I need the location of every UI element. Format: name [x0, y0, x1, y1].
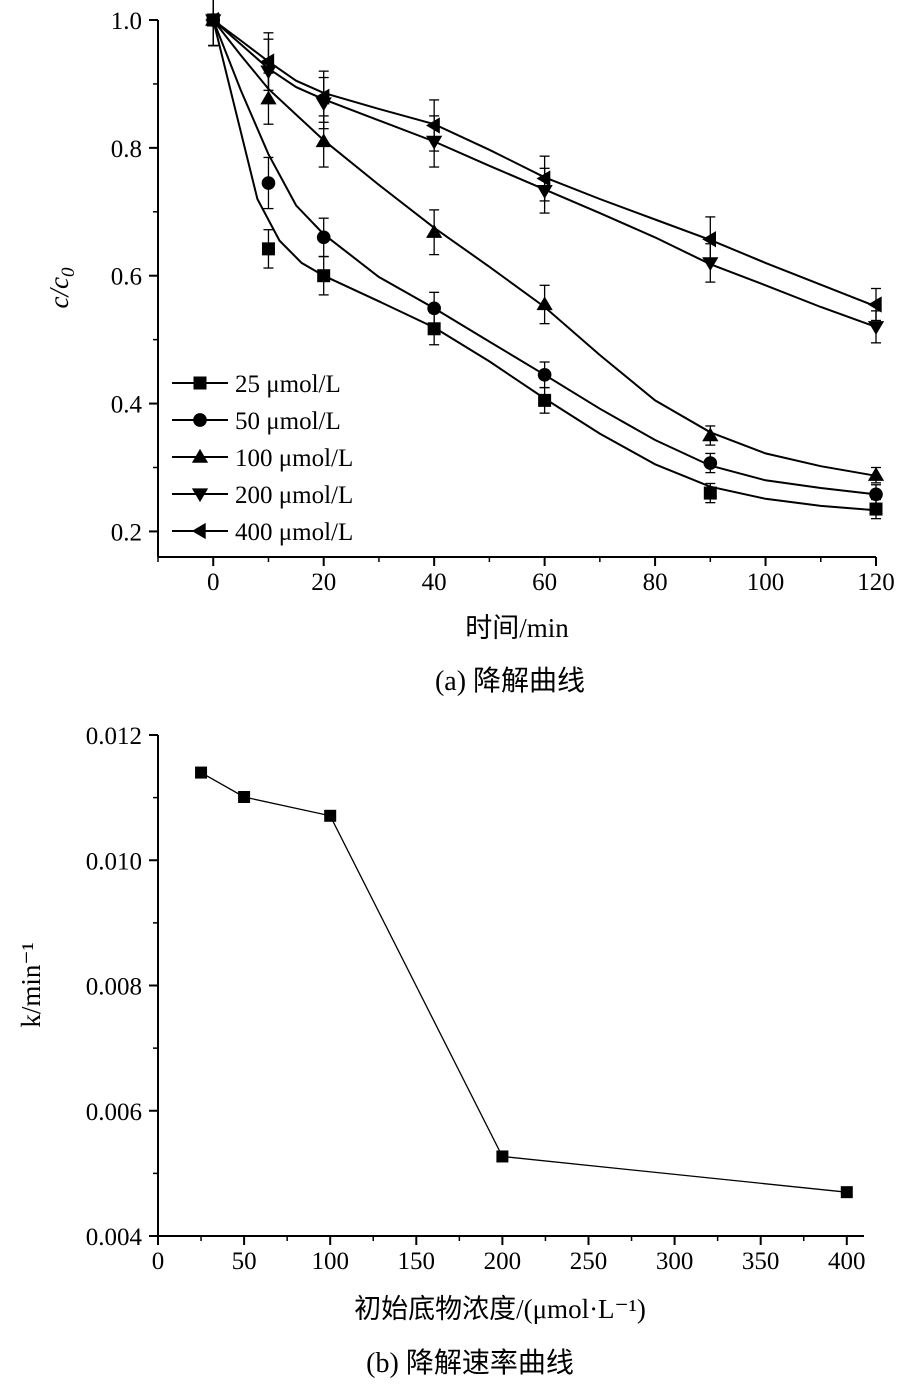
chart-a-point	[205, 11, 219, 29]
chart-b-caption: (b) 降解速率曲线	[366, 1347, 574, 1379]
chart-a-error-bars	[208, 0, 881, 520]
chart-a-caption: (a) 降解曲线	[435, 665, 585, 697]
chart-b-y-tick-label: 0.008	[86, 974, 142, 1001]
chart-a-x-tick-label: 120	[857, 569, 895, 596]
chart-b-x-tick-label: 50	[232, 1248, 257, 1275]
chart-b-x-tick-label: 100	[311, 1248, 349, 1275]
chart-b-x-tick-label: 250	[570, 1248, 608, 1275]
chart-b-y-tick-label: 0.004	[86, 1224, 143, 1251]
chart-a-point	[315, 88, 330, 105]
chart-b-axes	[157, 735, 864, 1237]
chart-a-point	[869, 502, 883, 516]
chart-a-point	[538, 393, 552, 407]
chart-a-legend-marker	[191, 488, 209, 503]
chart-a-point	[702, 427, 719, 442]
chart-a-point	[315, 133, 332, 148]
chart-a-x-tick-label: 0	[207, 569, 220, 596]
chart-a-y-axis-label: c/c0	[44, 267, 79, 308]
chart-a-legend-label: 50 μmol/L	[235, 408, 341, 435]
chart-a-point	[867, 296, 882, 313]
chart-a-point	[317, 269, 331, 283]
chart-b-series-line	[200, 772, 847, 1193]
chart-a-legend-label: 100 μmol/L	[235, 445, 353, 472]
chart-a-legend-marker	[191, 522, 206, 540]
chart-a-point	[260, 90, 277, 105]
chart-a-x-tick-label: 60	[532, 569, 557, 596]
chart-b-x-axis-label: 初始底物浓度/(μmol·L⁻¹)	[354, 1294, 646, 1324]
chart-b-y-tick-label: 0.006	[86, 1099, 142, 1126]
chart-b-point	[324, 809, 337, 822]
chart-b-y-tick-label: 0.012	[86, 723, 142, 750]
chart-b-points	[195, 766, 853, 1199]
chart-a-point	[867, 467, 885, 481]
chart-a-point	[536, 170, 551, 187]
chart-a-y-tick-label: 1.0	[111, 8, 142, 35]
chart-b-x-tick-label: 150	[398, 1248, 436, 1275]
chart-a-legend-label: 25 μmol/L	[235, 371, 341, 398]
chart-b-y-axis-label: k/min⁻¹	[16, 942, 46, 1027]
chart-b-x-tick-label: 350	[742, 1248, 780, 1275]
chart-a-point	[536, 296, 553, 311]
chart-a-point	[426, 135, 443, 150]
chart-a-fit-line-4	[212, 19, 877, 308]
chart-a-degradation-curves: 0 20 40 60 80 100 120 0.2 0.4 0.6 0.8 1.0 25 μmol/L…	[44, 0, 895, 697]
chart-a-fit-line-1	[212, 19, 877, 496]
chart-a-point	[867, 321, 885, 335]
chart-a-y-tick-label: 0.2	[111, 519, 142, 546]
chart-a-points	[205, 11, 885, 516]
chart-a-legend-label: 400 μmol/L	[235, 519, 353, 546]
chart-a-legend-marker	[193, 376, 207, 390]
chart-a-y-tick-label: 0.4	[111, 392, 143, 419]
chart-a-x-tick-label: 80	[643, 569, 668, 596]
chart-a-point	[703, 456, 718, 470]
chart-a-y-axis-label-main: c/c	[44, 277, 74, 308]
chart-a-fit-line-2	[212, 19, 877, 477]
chart-a-legend: 25 μmol/L 50 μmol/L 100 μmol/L 200 μmol/L 40…	[172, 371, 353, 546]
chart-b-x-tick-label: 300	[656, 1248, 694, 1275]
chart-a-legend-marker	[193, 413, 207, 427]
chart-b-line-path	[200, 772, 847, 1193]
chart-b-degradation-rate-curve: 0 50 100 150 200 250 300 350 400 0.004 0.006 0.008 0…	[16, 723, 866, 1379]
chart-a-point	[261, 176, 276, 190]
chart-b-x-tick-label: 0	[152, 1248, 165, 1275]
chart-a-point	[702, 257, 719, 272]
chart-a-point	[537, 367, 552, 382]
chart-a-point	[260, 53, 275, 70]
chart-a-point	[261, 242, 275, 256]
chart-a-fit-line-0	[212, 19, 877, 512]
chart-a-point	[536, 185, 553, 199]
chart-b-point	[195, 766, 208, 779]
chart-a-point	[426, 117, 440, 134]
chart-a-fit-lines	[212, 19, 877, 512]
chart-a-point	[427, 301, 441, 316]
chart-a-point	[260, 65, 277, 80]
chart-b-point	[496, 1150, 509, 1163]
chart-a-x-tick-label: 40	[422, 569, 447, 596]
chart-a-ticks: 0 20 40 60 80 100 120 0.2 0.4 0.6 0.8 1.0	[111, 8, 895, 596]
chart-a-legend-label: 200 μmol/L	[235, 482, 353, 509]
chart-b-x-tick-label: 200	[484, 1248, 522, 1275]
chart-b-point	[840, 1186, 853, 1199]
chart-a-point	[703, 486, 717, 500]
chart-b-ticks: 0 50 100 150 200 250 300 350 400 0.004 0.006 0.008 0…	[86, 723, 866, 1275]
chart-a-y-tick-label: 0.8	[111, 136, 142, 163]
chart-b-y-tick-label: 0.010	[86, 848, 142, 875]
chart-a-point	[316, 230, 331, 245]
chart-a-y-tick-label: 0.6	[111, 264, 142, 291]
chart-b-point	[238, 790, 251, 803]
chart-a-legend-marker	[191, 448, 209, 463]
chart-a-point	[426, 224, 443, 238]
chart-a-point	[427, 322, 441, 336]
chart-b-x-tick-label: 400	[828, 1248, 866, 1275]
chart-a-x-tick-label: 100	[747, 569, 785, 596]
chart-a-x-axis-label: 时间/min	[465, 613, 569, 643]
chart-a-point	[869, 487, 883, 502]
chart-a-fit-line-3	[212, 19, 877, 328]
chart-a-x-tick-label: 20	[311, 569, 336, 596]
chart-a-point	[702, 231, 716, 248]
chart-a-y-axis-label-sub: 0	[58, 267, 79, 277]
